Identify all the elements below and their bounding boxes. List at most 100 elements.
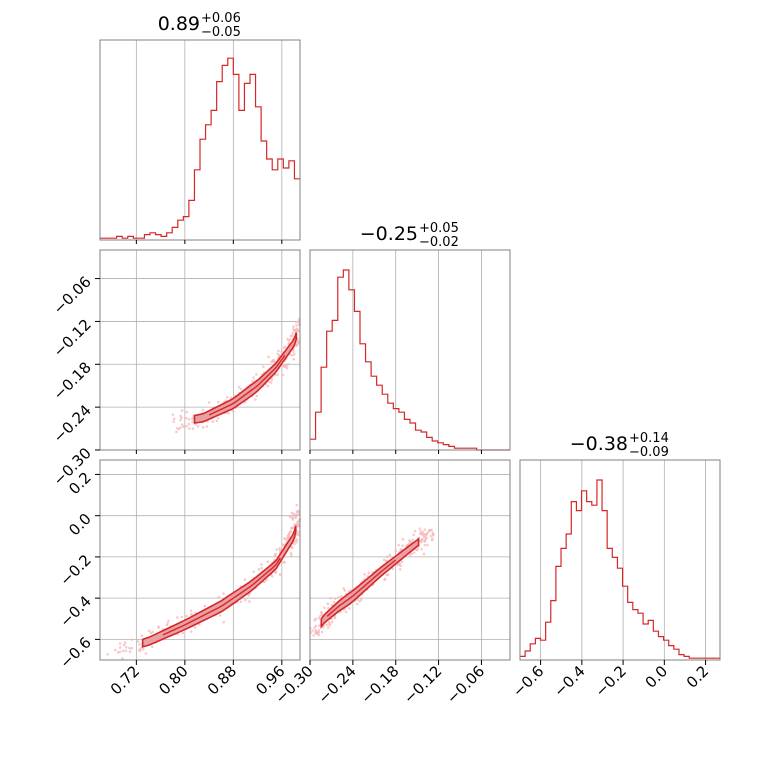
ytick-label-param-1-3: −0.12: [50, 316, 95, 361]
scatter-0-2-point-282: [140, 634, 144, 637]
ytick-label-param-2-0: −0.6: [56, 633, 94, 671]
scatter-0-2-contour-outer: [141, 525, 297, 648]
title-param-1-minus: −0.02: [419, 235, 459, 250]
scatter-0-1-point-100: [179, 418, 182, 422]
scatter-1-2-point-212: [314, 631, 317, 634]
scatter-0-1-point-1: [229, 396, 233, 400]
scatter-0-1-point-275: [296, 340, 300, 344]
scatter-0-2-point-8: [116, 651, 120, 654]
scatter-0-2-point-32: [189, 609, 193, 613]
scatter-0-1-point-147: [216, 400, 220, 404]
scatter-0-2-point-162: [265, 578, 268, 582]
scatter-0-1-point-180: [188, 418, 191, 421]
scatter-1-2-point-172: [399, 564, 403, 568]
scatter-0-1-point-289: [201, 425, 205, 429]
scatter-0-2-point-294: [294, 516, 298, 519]
scatter-0-2-point-277: [283, 560, 286, 564]
scatter-0-2-contour-inner: [162, 557, 281, 636]
scatter-0-2-point-231: [278, 547, 281, 550]
scatter-0-1-point-271: [175, 430, 178, 434]
scatter-0-1-point-208: [281, 373, 285, 377]
scatter-0-2-point-48: [244, 598, 247, 602]
scatter-1-2-point-215: [311, 629, 314, 632]
scatter-0-2-point-19: [167, 619, 170, 623]
scatter-0-2-point-37: [118, 642, 122, 645]
scatter-0-1-point-96: [251, 380, 254, 383]
scatter-0-1-point-155: [286, 337, 289, 341]
scatter-0-1-point-291: [181, 425, 185, 429]
scatter-0-2-point-135: [291, 518, 295, 521]
scatter-0-2-point-224: [130, 646, 134, 650]
scatter-0-1-point-178: [266, 384, 270, 388]
scatter-0-2-point-270: [266, 560, 270, 564]
scatter-0-1-point-0: [171, 413, 175, 416]
scatter-0-2-point-111: [247, 594, 251, 597]
scatter-0-1-point-211: [172, 417, 176, 421]
scatter-0-2-point-45: [243, 578, 247, 581]
xtick-label-param-2-2: −0.2: [591, 662, 629, 700]
scatter-0-1-point-209: [285, 366, 289, 370]
scatter-0-1-point-84: [267, 355, 270, 359]
scatter-0-1-point-310: [291, 331, 295, 335]
scatter-1-2-point-83: [388, 553, 392, 557]
scatter-1-2-point-16: [411, 538, 415, 542]
scatter-1-2-point-0: [408, 542, 411, 545]
scatter-0-2-point-233: [283, 537, 286, 540]
scatter-0-2-point-112: [290, 554, 293, 557]
panel-2-2-frame: [519, 459, 721, 661]
scatter-1-2-point-125: [317, 629, 321, 632]
scatter-0-2-point-230: [292, 512, 295, 516]
scatter-0-2-point-43: [260, 563, 263, 566]
xtick-label-param-1-1: −0.24: [314, 662, 359, 707]
scatter-0-1-point-293: [172, 420, 175, 423]
xtick-label-param-0-0: 0.72: [107, 662, 143, 698]
scatter-0-2-point-291: [144, 652, 148, 655]
scatter-1-2-point-311: [420, 547, 424, 551]
scatter-0-1-point-252: [295, 320, 298, 324]
scatter-0-1-point-138: [292, 350, 296, 353]
scatter-1-2-point-168: [332, 600, 336, 604]
scatter-1-2-point-291: [391, 567, 395, 571]
scatter-0-2-point-315: [222, 620, 226, 624]
scatter-0-2-point-266: [124, 649, 128, 653]
scatter-0-2-point-17: [297, 530, 300, 534]
scatter-0-2-point-157: [203, 604, 207, 608]
scatter-1-2-point-49: [413, 529, 417, 533]
scatter-0-1-point-39: [205, 425, 209, 428]
title-param-0-minus: −0.05: [201, 25, 241, 40]
xtick-label-param-2-4: 0.2: [683, 662, 713, 692]
scatter-0-1-point-161: [211, 420, 215, 423]
scatter-1-2-point-264: [386, 573, 390, 576]
scatter-0-2-point-280: [157, 625, 160, 628]
scatter-0-2-point-260: [218, 614, 222, 617]
scatter-0-2-point-107: [123, 641, 127, 644]
scatter-1-2-point-229: [359, 598, 363, 602]
panel-2-0-frame: [99, 459, 301, 661]
scatter-0-2-point-83: [274, 552, 278, 556]
scatter-0-2-point-227: [288, 530, 292, 534]
ytick-label-param-1-4: −0.06: [50, 273, 95, 318]
scatter-0-2-point-136: [166, 622, 169, 625]
data-layer: [100, 57, 720, 660]
xtick-label-param-1-3: −0.12: [400, 662, 445, 707]
scatter-1-2-point-148: [423, 539, 426, 543]
xtick-label-param-0-2: 0.88: [204, 662, 240, 698]
scatter-1-2-point-207: [314, 624, 318, 628]
scatter-1-2-point-226: [412, 533, 415, 537]
scatter-0-1-point-264: [232, 410, 235, 413]
scatter-1-2-point-315: [419, 540, 422, 543]
ytick-label-param-1-1: −0.24: [50, 401, 95, 446]
scatter-0-1-point-70: [185, 416, 188, 420]
scatter-0-2-point-302: [274, 571, 277, 574]
scatter-1-2-point-174: [342, 587, 346, 590]
scatter-1-2-point-72: [327, 620, 331, 624]
scatter-1-2-point-117: [329, 596, 333, 600]
scatter-0-2-point-146: [136, 640, 140, 643]
title-param-2-plus: +0.14: [629, 431, 669, 446]
title-param-2: −0.38: [570, 433, 628, 455]
scatter-1-2-point-256: [316, 632, 319, 636]
scatter-1-2-point-84: [343, 589, 347, 592]
scatter-0-1-point-220: [269, 381, 273, 384]
scatter-1-2-point-153: [415, 548, 419, 552]
